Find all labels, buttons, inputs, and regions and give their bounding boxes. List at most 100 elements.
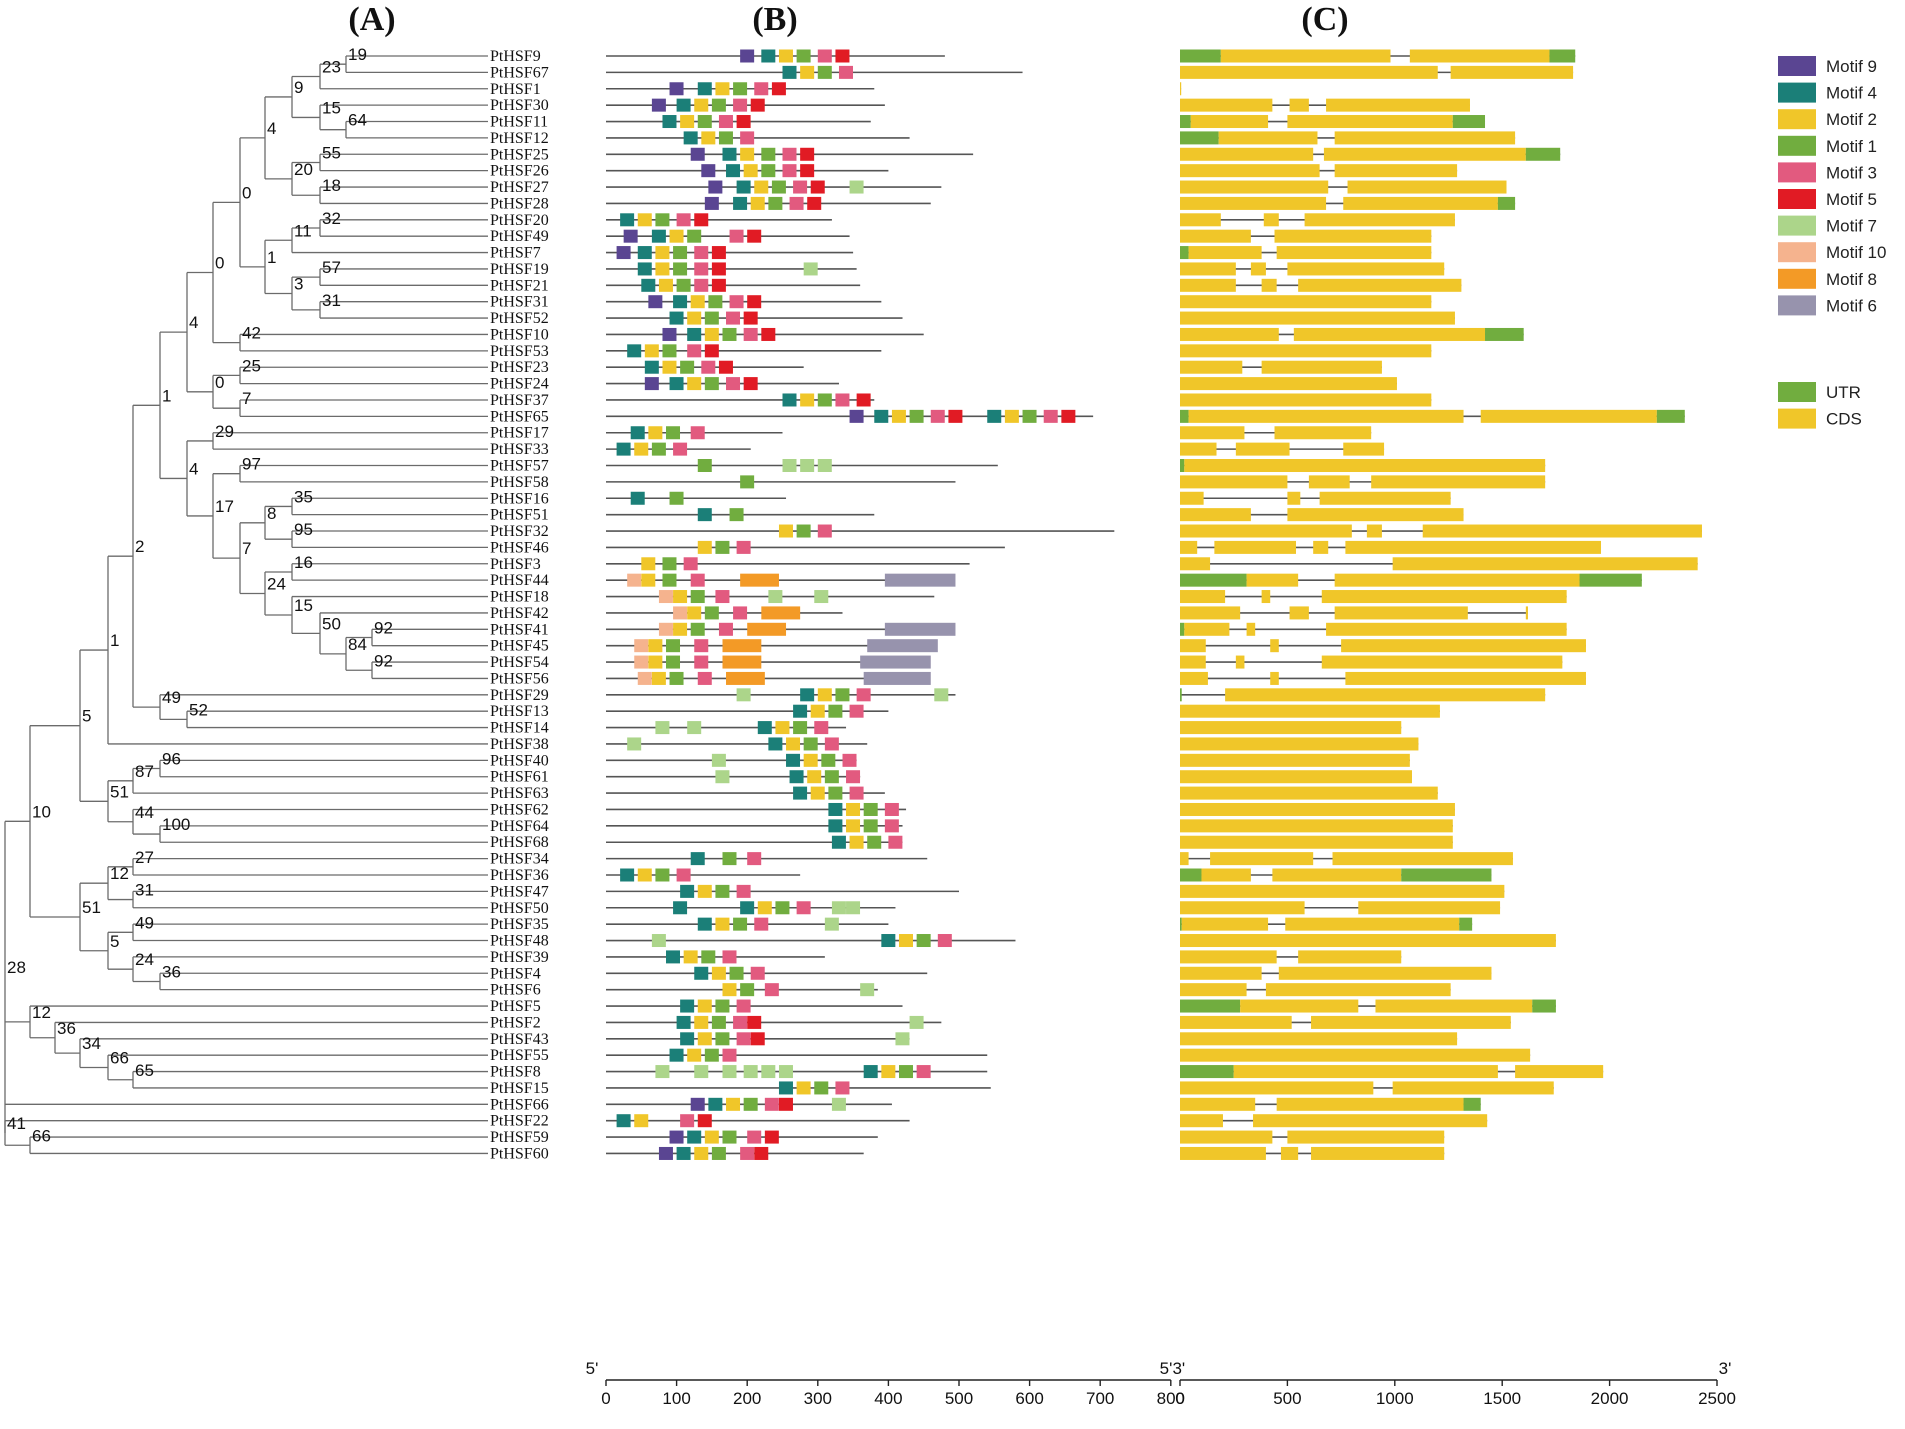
motif3-box — [937, 934, 952, 948]
motif7-box — [782, 459, 797, 472]
cds-segment — [1298, 278, 1462, 292]
legend-label: Motif 3 — [1826, 163, 1877, 182]
gene-label: PtHSF31 — [490, 294, 549, 311]
motif2-box — [673, 590, 688, 604]
bootstrap-value: 23 — [322, 57, 341, 76]
motif3-box — [715, 590, 730, 604]
motif2-box — [687, 606, 702, 620]
cds-segment — [1180, 721, 1402, 735]
motif9-box — [662, 327, 677, 341]
motif1-box — [771, 180, 786, 194]
motif3-box — [824, 737, 839, 751]
motif3-box — [884, 819, 899, 833]
motif5-box — [948, 409, 963, 423]
motif5-box — [743, 311, 758, 325]
utr-segment — [1180, 1065, 1234, 1079]
motif7-box — [687, 721, 702, 735]
motif4-box — [831, 835, 846, 849]
bootstrap-value: 19 — [348, 45, 367, 64]
cds-segment — [1326, 98, 1470, 112]
gene-label: PtHSF50 — [490, 900, 549, 917]
motif2-box — [800, 65, 815, 79]
motif1-box — [669, 491, 684, 505]
legend-label: CDS — [1826, 410, 1862, 429]
gene-label: PtHSF62 — [490, 801, 549, 818]
motif1-box — [697, 115, 712, 129]
motif9-box — [849, 409, 864, 423]
cds-segment — [1323, 147, 1526, 161]
motif1-box — [708, 295, 723, 309]
motif4-box — [881, 934, 896, 948]
motif4-box — [687, 1130, 702, 1144]
cds-segment — [1347, 180, 1507, 194]
bootstrap-value: 9 — [294, 78, 303, 97]
cds-segment — [1285, 917, 1460, 931]
motif5-box — [771, 82, 786, 96]
motif1-box — [711, 1146, 726, 1160]
cds-segment — [1371, 475, 1546, 489]
cds-segment — [1334, 164, 1458, 178]
utr-segment — [1180, 409, 1189, 423]
cds-segment — [1270, 639, 1279, 653]
cds-segment — [1246, 622, 1256, 636]
motif2-box — [778, 49, 793, 63]
cds-segment — [1334, 606, 1468, 620]
gene-tick-label: 2500 — [1698, 1389, 1736, 1408]
cds-segment — [1409, 49, 1550, 63]
motif-tick-label: 300 — [804, 1389, 832, 1408]
cds-segment — [1480, 409, 1657, 423]
utr-segment — [1180, 573, 1247, 587]
cds-segment — [1180, 262, 1236, 276]
motif8-box — [761, 606, 801, 620]
motif7-box — [627, 737, 642, 751]
utr-segment — [1180, 49, 1221, 63]
cds-segment — [1298, 950, 1402, 964]
motif1-box — [666, 426, 681, 440]
motif1-box — [662, 557, 677, 571]
motif2-box — [648, 639, 663, 653]
motif3-box — [782, 147, 797, 161]
bootstrap-value: 51 — [82, 898, 101, 917]
motif7-box — [934, 688, 949, 702]
cds-segment — [1233, 1065, 1498, 1079]
motif4-box — [793, 704, 808, 718]
motif8-box — [747, 622, 787, 636]
utr-segment — [1579, 573, 1642, 587]
motif4-box — [708, 1097, 723, 1111]
motif1-box — [673, 262, 688, 276]
motif10-box — [634, 639, 649, 653]
motif3-box — [814, 721, 829, 735]
cds-segment — [1180, 770, 1412, 784]
gene-label: PtHSF40 — [490, 752, 549, 769]
motif-three-prime-label: 3' — [1172, 1359, 1185, 1378]
bootstrap-value: 17 — [215, 497, 234, 516]
motif4-box — [722, 147, 737, 161]
motif4-box — [828, 802, 843, 816]
motif-tick-label: 500 — [945, 1389, 973, 1408]
motif3-box — [835, 393, 850, 407]
motif5-box — [736, 115, 751, 129]
motif1-box — [701, 950, 716, 964]
motif3-box — [750, 966, 765, 980]
gene-label: PtHSF16 — [490, 490, 549, 507]
cds-segment — [1180, 508, 1251, 522]
bootstrap-value: 42 — [242, 324, 261, 343]
motif1-box — [740, 983, 755, 997]
cds-segment — [1180, 983, 1247, 997]
motif5-box — [778, 1097, 793, 1111]
motif2-box — [690, 295, 705, 309]
motif2-box — [651, 671, 666, 685]
motif7-box — [651, 934, 666, 948]
motif1-box — [828, 704, 843, 718]
motif1-box — [824, 770, 839, 784]
cds-segment — [1180, 360, 1243, 374]
bootstrap-value: 66 — [32, 1126, 51, 1145]
gene-label: PtHSF65 — [490, 408, 549, 425]
gene-label: PtHSF20 — [490, 212, 549, 229]
motif3-box — [740, 1146, 755, 1160]
bootstrap-value: 92 — [374, 618, 393, 637]
gene-label: PtHSF59 — [490, 1129, 549, 1146]
motif5-box — [711, 262, 726, 276]
cds-segment — [1220, 49, 1391, 63]
motif5-box — [856, 393, 871, 407]
